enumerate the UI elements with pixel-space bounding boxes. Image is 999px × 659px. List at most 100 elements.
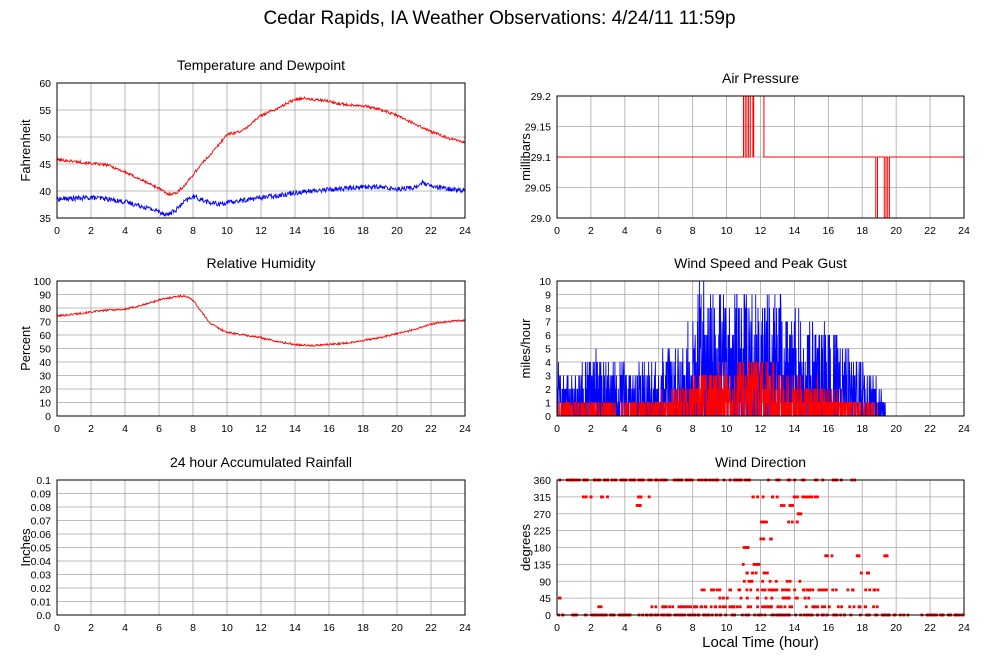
direction-point <box>558 596 562 600</box>
y-axis-label: miles/hour <box>518 318 533 379</box>
direction-point <box>756 495 759 499</box>
direction-point <box>851 588 855 592</box>
y-tick-label: 9 <box>545 290 551 302</box>
x-tick-label: 18 <box>856 423 868 435</box>
direction-point <box>606 495 609 499</box>
direction-point <box>764 571 768 575</box>
x-tick-label: 20 <box>391 622 403 634</box>
direction-point <box>745 546 748 549</box>
chart-title: Temperature and Dewpoint <box>177 57 345 73</box>
x-tick-label: 16 <box>323 225 335 237</box>
x-tick-label: 24 <box>459 225 471 237</box>
direction-point <box>718 605 722 609</box>
x-tick-label: 6 <box>156 622 162 634</box>
y-tick-label: 100 <box>33 276 51 288</box>
y-tick-label: 60 <box>39 78 51 90</box>
direction-point <box>790 520 794 524</box>
direction-point <box>687 605 690 609</box>
direction-point <box>742 546 746 549</box>
direction-point <box>782 596 785 600</box>
direction-point <box>790 504 794 507</box>
x-tick-label: 20 <box>391 423 403 435</box>
y-tick-label: 0.0 <box>36 610 51 622</box>
y-tick-label: 50 <box>39 132 51 144</box>
plot-frame <box>56 280 466 417</box>
series-line-0 <box>556 280 964 417</box>
direction-point <box>793 588 796 592</box>
y-tick-label: 3 <box>545 371 551 383</box>
direction-point <box>836 605 840 609</box>
x-tick-label: 8 <box>190 622 196 634</box>
direction-point <box>797 512 801 516</box>
x-tick-label: 20 <box>391 225 403 237</box>
direction-point <box>807 596 811 600</box>
direction-point <box>751 495 755 499</box>
direction-point <box>864 588 868 592</box>
direction-point <box>834 588 838 592</box>
x-tick-label: 22 <box>425 423 437 435</box>
direction-point <box>745 571 749 575</box>
y-tick-label: 315 <box>533 492 551 504</box>
direction-point <box>799 512 803 516</box>
direction-point <box>710 588 714 592</box>
direction-point <box>766 571 769 575</box>
direction-point <box>860 571 863 575</box>
direction-point <box>695 605 699 609</box>
direction-point <box>804 495 808 499</box>
direction-point <box>795 520 799 524</box>
y-tick-label: 10 <box>39 398 51 410</box>
direction-point <box>764 605 768 609</box>
direction-point <box>825 554 829 558</box>
direction-point <box>751 571 755 575</box>
direction-point <box>782 504 786 507</box>
direction-point <box>741 563 745 566</box>
y-tick-label: 50 <box>39 344 51 356</box>
y-tick-label: 270 <box>533 509 551 521</box>
direction-point <box>795 596 799 600</box>
x-tick-label: 4 <box>622 225 628 237</box>
direction-point <box>754 571 758 575</box>
x-tick-label: 10 <box>221 423 233 435</box>
direction-point <box>798 579 802 583</box>
direction-point <box>766 605 770 609</box>
direction-point <box>650 605 654 609</box>
x-tick-label: 12 <box>255 622 267 634</box>
direction-point <box>821 588 824 592</box>
series-line-0 <box>56 294 466 347</box>
direction-point <box>863 605 867 609</box>
direction-point <box>810 495 813 499</box>
x-tick-label: 0 <box>554 225 560 237</box>
x-tick-label: 18 <box>357 225 369 237</box>
direction-point <box>761 605 764 609</box>
y-axis-label: Percent <box>18 326 33 371</box>
x-tick-label: 6 <box>656 225 662 237</box>
direction-point <box>802 495 805 499</box>
direction-point <box>732 605 735 609</box>
series-line-1 <box>56 179 466 218</box>
y-axis-label: millibars <box>518 133 533 181</box>
y-tick-label: 5 <box>545 344 551 356</box>
direction-point <box>773 588 776 592</box>
direction-point <box>689 605 693 609</box>
x-tick-label: 4 <box>122 423 128 435</box>
direction-point <box>738 588 742 592</box>
x-tick-label: 24 <box>958 225 970 237</box>
x-tick-label: 16 <box>822 622 834 634</box>
direction-point <box>769 588 773 592</box>
direction-point <box>846 588 850 592</box>
direction-point <box>700 588 704 592</box>
direction-point <box>756 588 759 592</box>
x-tick-label: 10 <box>221 225 233 237</box>
x-tick-label: 14 <box>789 225 801 237</box>
y-tick-label: 45 <box>539 593 551 605</box>
direction-point <box>739 596 743 600</box>
direction-point <box>876 588 880 592</box>
x-tick-label: 10 <box>721 423 733 435</box>
y-tick-label: 35 <box>39 213 51 225</box>
x-tick-label: 18 <box>856 622 868 634</box>
direction-point <box>883 554 887 558</box>
direction-point <box>749 579 753 583</box>
